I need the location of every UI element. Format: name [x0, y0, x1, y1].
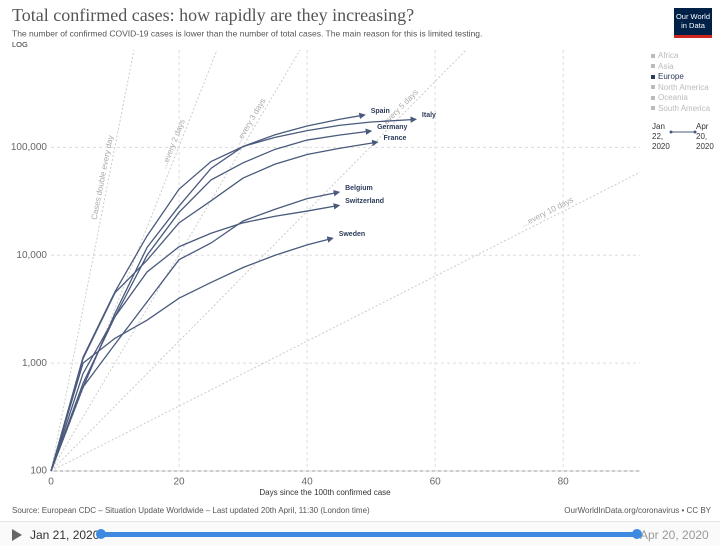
timeline-handle-start[interactable]	[96, 529, 106, 539]
date-start: Jan 22, 2020	[652, 122, 670, 151]
legend-item[interactable]: Europe	[651, 72, 710, 83]
y-tick-label: 100	[30, 466, 47, 477]
reference-line	[51, 50, 301, 471]
x-tick-label: 20	[173, 477, 185, 488]
series-line	[50, 236, 334, 472]
series-label: Sweden	[339, 231, 365, 238]
reference-label: ...every 10 days	[520, 195, 574, 229]
date-arrow	[669, 130, 697, 134]
y-tick-label: 1,000	[22, 358, 47, 369]
series-line	[50, 139, 379, 472]
series-label: Spain	[371, 108, 390, 115]
timeline-start: Jan 21, 2020	[30, 528, 100, 542]
legend-item[interactable]: Africa	[651, 51, 710, 62]
legend-item[interactable]: Asia	[651, 62, 710, 73]
scale-label: LOG	[12, 40, 28, 49]
series-line	[50, 112, 366, 472]
source: Source: European CDC – Situation Update …	[12, 506, 370, 515]
series-label: Belgium	[345, 185, 373, 192]
legend-item[interactable]: Oceania	[651, 93, 710, 104]
series-line	[50, 190, 341, 472]
subtitle: The number of confirmed COVID-19 cases i…	[12, 28, 482, 38]
series-line	[50, 128, 373, 472]
timeline: Jan 21, 2020 Apr 20, 2020	[0, 521, 720, 546]
logo[interactable]: Our World in Data	[674, 8, 712, 38]
timeline-end: Apr 20, 2020	[640, 528, 709, 542]
series-label: Italy	[422, 112, 436, 119]
x-tick-label: 60	[430, 477, 442, 488]
series-line	[50, 203, 341, 472]
legend-item[interactable]: South America	[651, 104, 710, 115]
timeline-track[interactable]	[100, 532, 638, 537]
reference-label: ...every 3 days	[233, 97, 267, 146]
x-tick-label: 40	[302, 477, 314, 488]
timeline-handle-end[interactable]	[632, 529, 642, 539]
legend-item[interactable]: North America	[651, 83, 710, 94]
y-tick-label: 100,000	[11, 142, 48, 153]
credit: OurWorldInData.org/coronavirus • CC BY	[564, 506, 711, 515]
x-tick-label: 80	[558, 477, 570, 488]
legend: Africa Asia Europe North America Oceania Sout…	[651, 51, 710, 114]
x-axis-label: Days since the 100th confirmed case	[259, 488, 391, 497]
x-tick-label: 0	[48, 477, 54, 488]
series-label: France	[384, 135, 407, 142]
series-label: Switzerland	[345, 198, 384, 205]
y-tick-label: 10,000	[16, 250, 47, 261]
play-button[interactable]	[12, 529, 22, 541]
series-label: Germany	[377, 124, 407, 131]
chart-title: Total confirmed cases: how rapidly are t…	[12, 5, 414, 25]
date-end: Apr 20, 2020	[696, 122, 714, 151]
